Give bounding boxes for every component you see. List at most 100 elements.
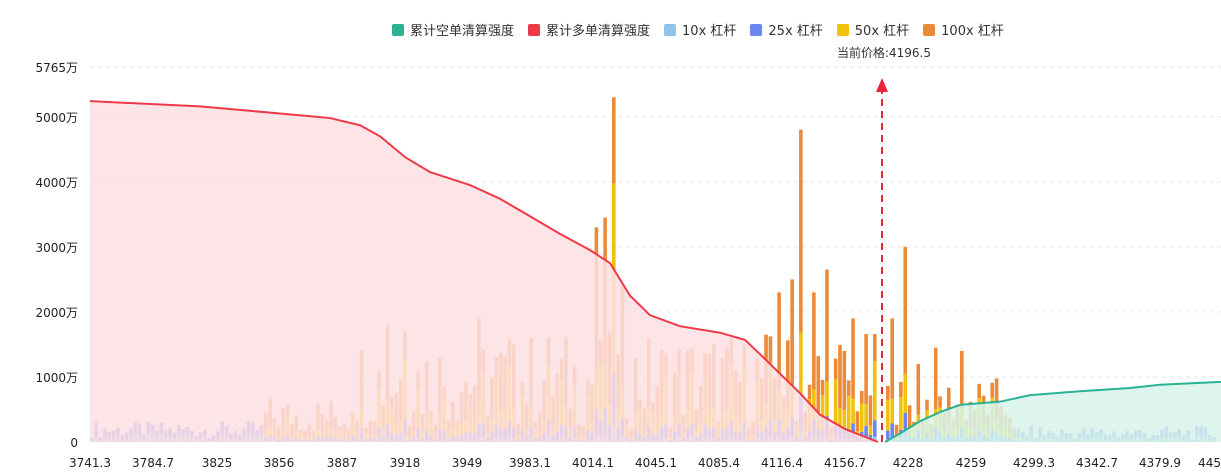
bar-segment	[820, 379, 825, 396]
short-liquidation-area	[885, 381, 1221, 442]
bar-segment	[842, 410, 847, 429]
bar-segment	[859, 403, 864, 432]
bar-segment	[838, 408, 842, 428]
legend-label: 25x 杠杆	[768, 24, 823, 39]
long-liquidation-line	[89, 100, 879, 443]
bar-segment	[833, 358, 838, 380]
y-tick-label: 0	[70, 436, 78, 450]
x-tick-label: 4116.4	[761, 456, 803, 470]
bar-segment	[825, 381, 829, 417]
legend-item[interactable]: 10x 杠杆	[664, 20, 736, 39]
bar-segment	[816, 356, 821, 412]
bar-segment	[612, 97, 616, 184]
bar-segment	[886, 385, 890, 400]
bar-segment	[842, 350, 847, 411]
bar-segment	[907, 405, 912, 430]
bar-segment	[812, 292, 816, 390]
bar-segment	[846, 380, 851, 396]
y-tick-label: 2000万	[35, 306, 78, 320]
legend-item[interactable]: 100x 杠杆	[923, 20, 1004, 39]
bar-segment	[864, 425, 868, 439]
bar-segment	[873, 361, 877, 421]
bar-segment	[825, 269, 829, 382]
bar-segment	[833, 379, 838, 426]
bar-segment	[851, 318, 855, 399]
x-tick-label: 3949	[452, 456, 483, 470]
bar-segment	[903, 412, 908, 437]
legend-swatch	[836, 23, 849, 36]
x-tick-label: 4228	[893, 456, 924, 470]
legend-swatch	[392, 23, 404, 36]
x-tick-label: 3856	[264, 456, 295, 470]
x-tick-label: 445	[1198, 456, 1221, 470]
x-tick-label: 3825	[202, 456, 233, 470]
bar-segment	[994, 378, 999, 420]
bar-segment	[851, 398, 855, 424]
legend-label: 50x 杠杆	[854, 24, 910, 39]
legend-item[interactable]: 25x 杠杆	[750, 20, 823, 39]
bar-segment	[903, 373, 908, 413]
bar-segment	[820, 395, 825, 430]
bar-segment	[890, 318, 894, 399]
x-tick-label: 4085.4	[698, 456, 740, 470]
bar-segment	[899, 381, 903, 397]
bar-segment	[916, 363, 921, 415]
bar-segment	[886, 399, 890, 431]
bar-segment	[859, 391, 864, 404]
legend-swatch	[528, 23, 541, 36]
bar-segment	[864, 334, 868, 405]
x-tick-label: 3918	[390, 456, 421, 470]
y-tick-label: 5000万	[35, 111, 78, 125]
bar-segment	[855, 411, 860, 432]
bar-segment	[812, 389, 816, 420]
legend-item[interactable]: 累计多单清算强度	[528, 20, 650, 39]
bar-segment	[790, 279, 794, 386]
x-tick-label: 4379.9	[1139, 456, 1181, 470]
current-price-arrow-icon	[876, 78, 888, 92]
x-tick-label: 3784.7	[132, 456, 174, 470]
legend-label: 100x 杠杆	[941, 24, 1004, 39]
x-tick-label: 4342.7	[1076, 456, 1118, 470]
x-tick-label: 4156.7	[824, 456, 866, 470]
bar-segment	[873, 436, 877, 442]
legend-label: 10x 杠杆	[682, 24, 737, 39]
x-tick-label: 3887	[327, 456, 358, 470]
x-tick-label: 4014.1	[572, 456, 614, 470]
bar-segment	[933, 347, 938, 409]
bar-segment	[938, 396, 942, 408]
legend-label: 累计空单清算强度	[410, 24, 515, 39]
bar-segment	[868, 425, 873, 436]
legend-swatch	[664, 23, 677, 36]
x-tick-label: 3741.3	[69, 456, 111, 470]
bar-segment	[977, 383, 981, 399]
bar-segment	[868, 395, 873, 426]
legend-item[interactable]: 50x 杠杆	[836, 20, 910, 39]
x-tick-label: 3983.1	[509, 456, 551, 470]
bar-segment	[960, 350, 964, 411]
legend-label: 累计多单清算强度	[546, 24, 651, 39]
y-tick-label: 5765万	[35, 61, 78, 75]
bar-segment	[838, 344, 842, 409]
y-tick-label: 1000万	[35, 371, 78, 385]
bar-segment	[777, 292, 781, 390]
bar-segment	[925, 399, 929, 411]
bar-segment	[807, 384, 812, 400]
bar-segment	[873, 334, 877, 362]
bar-segment	[899, 396, 903, 430]
bar-segment	[786, 340, 790, 407]
legend-item[interactable]: 累计空单清算强度	[392, 20, 514, 39]
bar-segment	[890, 398, 894, 424]
y-tick-label: 3000万	[35, 241, 78, 255]
bar-segment	[890, 423, 894, 439]
bar-segment	[873, 420, 877, 437]
x-tick-label: 4045.1	[635, 456, 677, 470]
bar-segment	[946, 387, 951, 423]
bar-segment	[846, 395, 851, 430]
y-tick-label: 4000万	[35, 176, 78, 190]
bar-segment	[894, 424, 899, 436]
x-tick-label: 4299.3	[1013, 456, 1055, 470]
bar-segment	[799, 129, 803, 333]
x-tick-label: 4259	[956, 456, 987, 470]
long-liquidation-area	[90, 101, 878, 443]
